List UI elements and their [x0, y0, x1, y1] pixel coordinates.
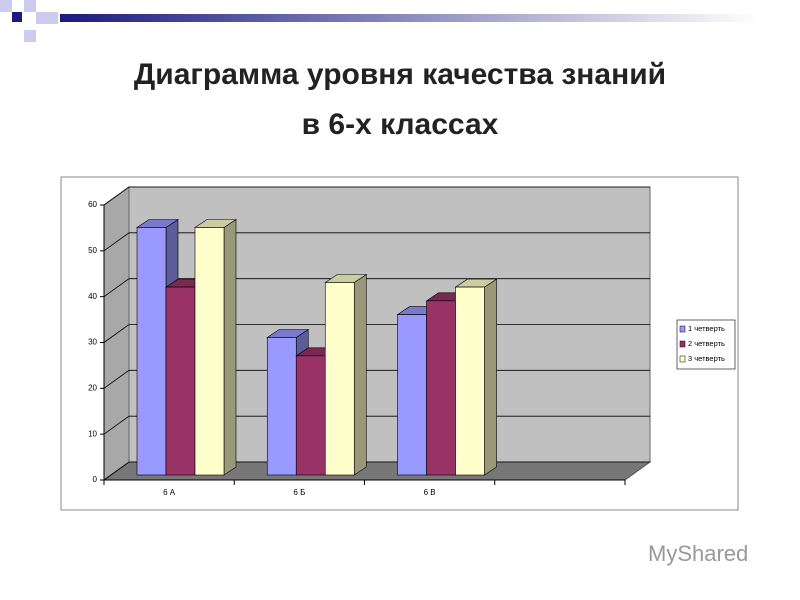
legend-swatch: [679, 340, 686, 348]
grid-line: [103, 232, 650, 252]
grid-line: [103, 186, 650, 206]
x-tick-label: 6 Б: [293, 488, 305, 497]
bar: [136, 227, 167, 476]
bar: [426, 300, 456, 476]
y-tick-label: 10: [88, 429, 97, 438]
x-tick-label: 6 А: [163, 488, 176, 497]
bar-side: [353, 273, 367, 476]
bar-side: [223, 218, 237, 476]
y-tick-label: 50: [88, 246, 97, 255]
bar: [295, 355, 326, 476]
legend-label: 3 четверть: [688, 354, 725, 363]
plot: 0 10 20 30 40 50 60 6 А 6 Б 6 В 1 четверть 2 четвер…: [88, 186, 736, 497]
deco-square: [0, 0, 12, 12]
watermark: MyShared: [648, 541, 748, 566]
legend-label: 1 четверть: [688, 324, 725, 333]
bar: [194, 227, 225, 476]
subtitle: в 6-х классах: [302, 108, 499, 141]
legend-swatch: [679, 355, 686, 363]
deco-bar: [60, 14, 760, 22]
y-tick-label: 40: [88, 292, 97, 301]
deco-square: [36, 12, 58, 24]
grid-line: [103, 278, 650, 297]
bar: [397, 314, 427, 476]
legend-box: [676, 319, 736, 370]
bar-side: [484, 278, 497, 476]
deco-square: [24, 30, 36, 42]
bar: [455, 286, 485, 476]
y-tick-label: 20: [88, 383, 97, 392]
legend-label: 2 четверть: [688, 339, 725, 348]
legend-swatch: [679, 325, 686, 333]
y-tick-label: 30: [88, 338, 97, 347]
bar: [266, 337, 297, 476]
y-tick-label: 0: [93, 475, 98, 484]
bar: [324, 282, 355, 476]
x-tick-label: 6 В: [424, 488, 436, 497]
deco-square: [24, 0, 36, 12]
title: Диаграмма уровня качества знаний: [134, 58, 666, 91]
deco-square: [12, 12, 22, 22]
y-tick-label: 60: [88, 200, 97, 209]
bar: [165, 286, 196, 476]
